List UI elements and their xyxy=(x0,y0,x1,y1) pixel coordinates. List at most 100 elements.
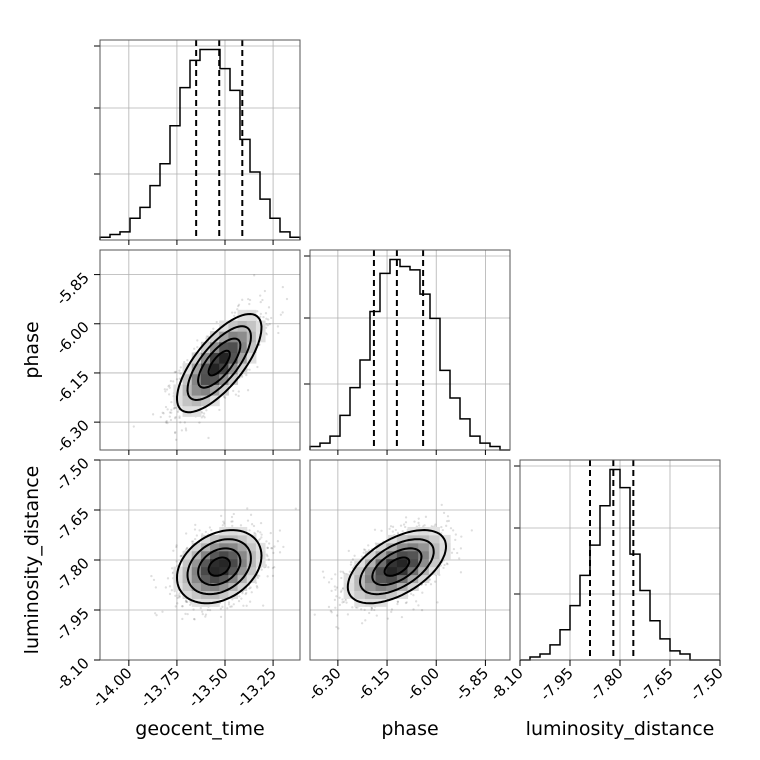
scatter-point xyxy=(212,327,215,330)
scatter-point xyxy=(270,546,273,550)
histogram-geocent_time xyxy=(94,39,301,241)
scatter-point xyxy=(445,520,449,523)
scatter-point xyxy=(174,406,178,410)
scatter-point xyxy=(236,308,239,311)
x-tick-label: -7.50 xyxy=(687,664,727,704)
scatter-point xyxy=(233,311,237,314)
density-cell xyxy=(375,558,387,568)
density-cell xyxy=(228,526,239,536)
scatter-point xyxy=(234,393,238,396)
density-cell xyxy=(228,341,239,353)
density-cell xyxy=(191,363,202,375)
density-cell xyxy=(219,341,229,353)
scatter-point xyxy=(446,515,450,518)
density-cell xyxy=(228,320,239,332)
density-cell xyxy=(407,582,419,591)
scatter-point xyxy=(268,542,271,545)
scatter-point xyxy=(210,528,213,532)
scatter-point xyxy=(269,531,272,535)
density-cell xyxy=(364,566,377,576)
scatter-point xyxy=(237,303,241,306)
scatter-point xyxy=(434,580,437,583)
scatter-point xyxy=(404,601,408,605)
scatter-point xyxy=(223,396,227,399)
scatter-point xyxy=(389,525,393,528)
scatter-point xyxy=(417,521,420,525)
density-cell xyxy=(396,550,409,560)
x-axis-title-phase: phase xyxy=(381,718,438,740)
scatter-point xyxy=(221,524,224,527)
density-cell xyxy=(364,550,377,560)
scatter-point xyxy=(335,586,339,589)
scatter-point xyxy=(253,531,256,535)
scatter-point xyxy=(252,524,256,528)
scatter-point xyxy=(193,537,197,541)
scatter-point xyxy=(360,555,364,558)
scatter-point xyxy=(167,385,170,388)
scatter-point xyxy=(249,513,253,516)
scatter-point xyxy=(233,314,236,318)
scatter-point xyxy=(373,528,377,531)
scatter-point xyxy=(282,545,285,549)
scatter-point xyxy=(253,274,256,277)
scatter-point xyxy=(346,613,350,616)
scatter-point xyxy=(170,400,173,404)
density-cell xyxy=(210,574,220,584)
scatter-point xyxy=(335,625,338,629)
density-cell xyxy=(200,384,211,396)
scatter-point xyxy=(440,525,443,529)
scatter-point xyxy=(246,389,250,392)
scatter-point xyxy=(380,529,383,532)
scatter-point xyxy=(179,554,183,558)
density-cell xyxy=(228,550,239,560)
scatter-point xyxy=(167,393,171,396)
density-cell xyxy=(237,550,248,560)
scatter-point xyxy=(202,412,206,415)
x-tick-label: -13.50 xyxy=(185,664,232,711)
scatter-point xyxy=(402,523,406,526)
scatter-point xyxy=(178,377,181,380)
density-cell xyxy=(173,395,184,407)
scatter-point xyxy=(360,622,364,625)
scatter-point xyxy=(192,617,196,621)
scatter-point xyxy=(449,527,453,530)
density-cell xyxy=(182,550,193,560)
scatter-point xyxy=(200,610,204,613)
scatter-point xyxy=(185,461,187,463)
density-cell xyxy=(418,558,430,568)
scatter-point xyxy=(181,605,184,608)
histogram-step-luminosity_distance xyxy=(520,468,720,661)
scatter-point xyxy=(334,606,337,609)
density-cell xyxy=(200,395,211,407)
density-cell xyxy=(200,373,211,385)
scatter-point xyxy=(338,596,341,599)
scatter-point xyxy=(459,547,463,550)
x-tick-label: -7.80 xyxy=(587,664,627,704)
scatter-point xyxy=(241,298,244,301)
density-cell xyxy=(219,352,229,364)
scatter-point xyxy=(183,360,186,364)
scatter-point xyxy=(263,289,267,293)
scatter-point xyxy=(396,531,400,534)
scatter-point xyxy=(248,368,251,371)
density-cell xyxy=(364,558,377,568)
density-cell xyxy=(237,363,248,375)
scatter-point xyxy=(351,606,354,609)
scatter-point xyxy=(259,521,263,525)
scatter-point xyxy=(184,427,188,430)
scatter-point xyxy=(166,421,169,425)
scatter-point xyxy=(259,531,262,534)
density-cell xyxy=(219,582,229,591)
scatter-point xyxy=(189,600,192,604)
scatter-point xyxy=(155,614,158,617)
scatter-point xyxy=(360,608,363,611)
scatter-point xyxy=(349,563,353,566)
density-cell xyxy=(407,550,419,560)
scatter-point xyxy=(450,551,454,554)
scatter-point xyxy=(222,520,225,523)
scatter-point xyxy=(413,520,416,523)
scatter-point xyxy=(173,407,176,410)
scatter-point xyxy=(458,557,461,560)
scatter-point xyxy=(399,524,403,527)
scatter-point xyxy=(401,530,404,533)
